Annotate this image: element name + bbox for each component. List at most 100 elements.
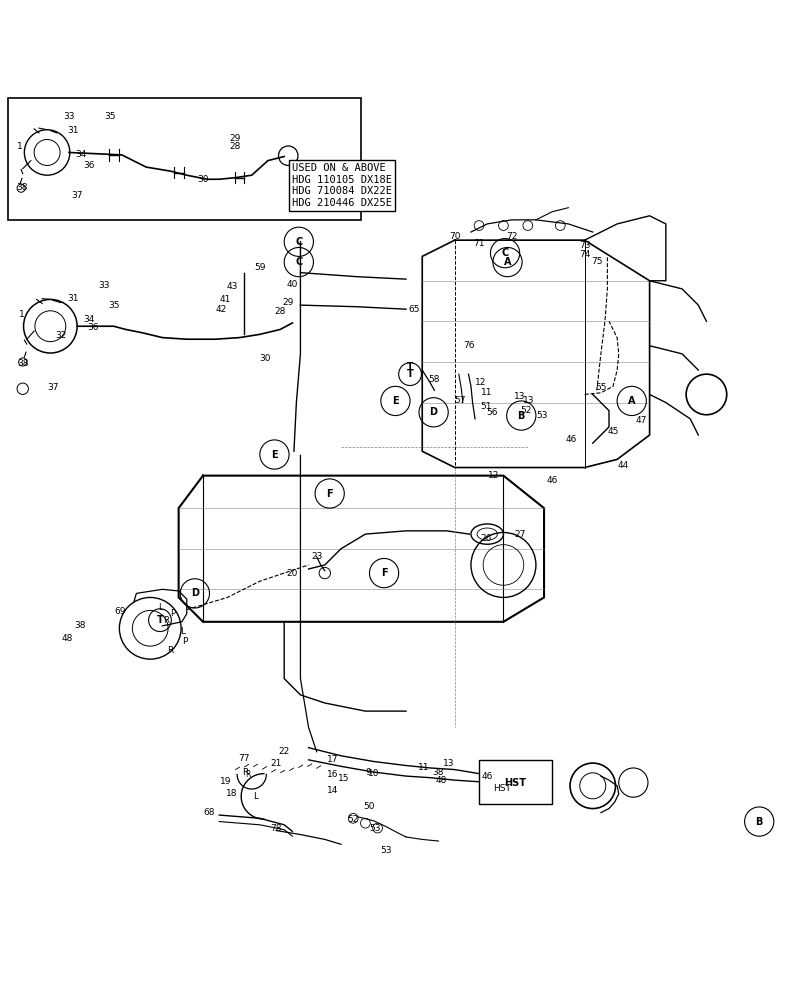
Text: 32: 32: [55, 331, 67, 340]
Text: 20: 20: [286, 569, 298, 578]
Text: 59: 59: [254, 263, 265, 272]
Text: 38: 38: [16, 183, 28, 192]
Text: 57: 57: [453, 396, 465, 405]
Text: 34: 34: [84, 315, 95, 324]
Text: 16: 16: [327, 770, 338, 779]
Text: 28: 28: [230, 142, 241, 151]
Text: 44: 44: [616, 461, 628, 470]
Text: USED ON & ABOVE
HDG 110105 DX18E
HDG 710084 DX22E
HDG 210446 DX25E: USED ON & ABOVE HDG 110105 DX18E HDG 710…: [292, 163, 392, 208]
Text: 69: 69: [114, 607, 126, 616]
Text: 12: 12: [474, 378, 486, 387]
Text: 43: 43: [226, 282, 238, 291]
Text: F: F: [326, 489, 333, 499]
Text: F: F: [380, 568, 387, 578]
Text: 46: 46: [546, 476, 557, 485]
Text: 38: 38: [431, 768, 443, 777]
Text: R: R: [167, 646, 174, 655]
Text: 35: 35: [108, 301, 119, 310]
Text: 28: 28: [274, 307, 285, 316]
Text: 37: 37: [71, 191, 83, 200]
Text: 53: 53: [369, 824, 380, 833]
Text: 26: 26: [479, 534, 491, 543]
Text: 36: 36: [84, 161, 95, 170]
Text: T: T: [406, 362, 413, 371]
Text: 45: 45: [607, 427, 618, 436]
Text: 48: 48: [436, 776, 447, 785]
Text: 47: 47: [635, 416, 646, 425]
Text: A: A: [503, 257, 511, 267]
Text: R: R: [242, 768, 248, 777]
Text: 53: 53: [380, 846, 391, 855]
FancyBboxPatch shape: [478, 760, 551, 804]
Text: C: C: [295, 237, 302, 247]
Text: R: R: [163, 616, 169, 625]
Text: 78: 78: [270, 824, 281, 833]
Text: 11: 11: [481, 388, 492, 397]
Text: 17: 17: [327, 755, 338, 764]
Text: 38: 38: [74, 621, 85, 630]
Text: 38: 38: [17, 359, 28, 368]
Text: E: E: [392, 396, 398, 406]
Text: 77: 77: [238, 754, 249, 763]
Text: L: L: [180, 627, 185, 636]
Text: C: C: [501, 248, 508, 258]
Text: B: B: [754, 817, 762, 827]
Text: 12: 12: [487, 471, 499, 480]
Text: 73: 73: [578, 241, 590, 250]
Text: 71: 71: [473, 239, 484, 248]
Text: 31: 31: [67, 294, 79, 303]
Text: HST: HST: [504, 778, 526, 788]
Text: 35: 35: [104, 112, 115, 121]
Text: 15: 15: [337, 774, 349, 783]
Text: 65: 65: [408, 305, 419, 314]
Text: 1: 1: [17, 142, 24, 151]
Text: 75: 75: [590, 257, 602, 266]
Text: 58: 58: [428, 375, 440, 384]
Text: 68: 68: [204, 808, 215, 817]
Text: 29: 29: [230, 134, 241, 143]
Text: 33: 33: [98, 281, 109, 290]
Text: L: L: [157, 603, 162, 612]
Text: 18: 18: [225, 789, 237, 798]
Text: 70: 70: [448, 232, 460, 241]
Text: 30: 30: [197, 175, 208, 184]
Text: HST: HST: [492, 784, 510, 793]
Text: P: P: [170, 609, 175, 618]
Text: 13: 13: [443, 759, 454, 768]
Text: 52: 52: [520, 406, 531, 415]
Text: 53: 53: [535, 411, 547, 420]
Text: 31: 31: [67, 126, 79, 135]
Text: A: A: [627, 396, 635, 406]
Text: 42: 42: [216, 305, 227, 314]
Text: 52: 52: [347, 815, 358, 824]
Text: 13: 13: [522, 396, 534, 405]
Text: 72: 72: [505, 232, 517, 241]
Text: 22: 22: [278, 747, 290, 756]
Text: 48: 48: [62, 634, 73, 643]
Text: 30: 30: [260, 354, 271, 363]
Text: T: T: [406, 369, 413, 379]
Text: 19: 19: [220, 777, 231, 786]
Text: 14: 14: [327, 786, 338, 795]
Text: E: E: [271, 450, 277, 460]
Text: L: L: [253, 792, 258, 801]
Text: 13: 13: [513, 392, 525, 401]
Text: 50: 50: [363, 802, 375, 811]
Text: B: B: [517, 411, 525, 421]
Text: 37: 37: [47, 383, 58, 392]
Text: 1: 1: [19, 310, 25, 319]
Text: 36: 36: [88, 323, 99, 332]
FancyBboxPatch shape: [8, 98, 361, 220]
Text: 40: 40: [286, 280, 298, 289]
Text: 21: 21: [270, 759, 281, 768]
Text: 74: 74: [578, 250, 590, 259]
Text: 56: 56: [486, 408, 497, 417]
Text: 46: 46: [481, 772, 492, 781]
Text: 11: 11: [418, 763, 429, 772]
Text: T: T: [157, 615, 163, 625]
Text: 41: 41: [220, 295, 231, 304]
Text: 51: 51: [479, 402, 491, 411]
Text: 9: 9: [364, 768, 371, 777]
Text: P: P: [182, 637, 187, 646]
Text: D: D: [191, 588, 199, 598]
